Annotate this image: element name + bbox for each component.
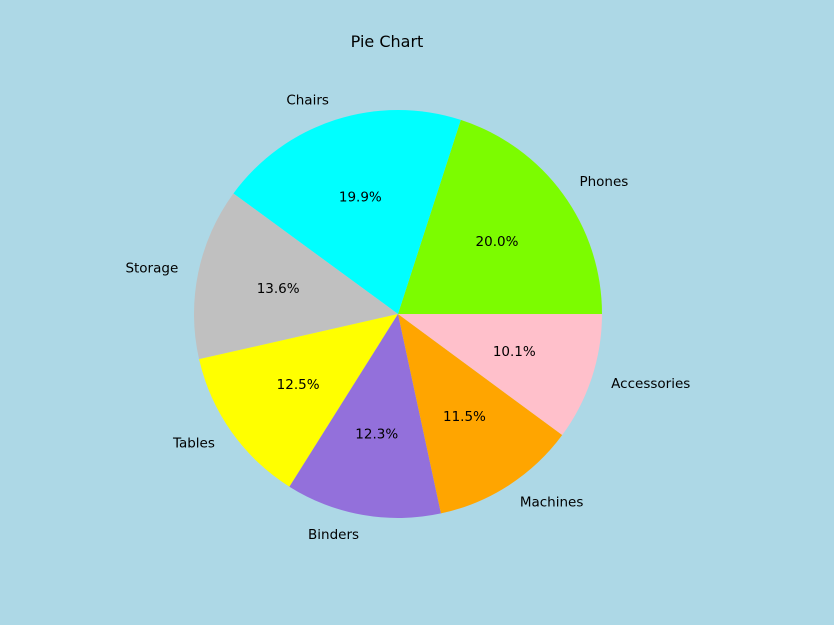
pie-labels: Phones 20.0% Chairs 19.9% Storage 13.6% Tables… — [125, 92, 690, 542]
pie-slice-machines — [398, 314, 563, 514]
slice-percent-storage: 13.6% — [257, 281, 300, 297]
slice-percent-binders: 12.3% — [355, 427, 398, 443]
slice-label-machines: Machines — [520, 494, 584, 510]
slice-percent-machines: 11.5% — [443, 409, 486, 425]
pie-slice-binders — [289, 314, 441, 518]
pie-slice-tables — [199, 314, 398, 487]
pie-slices — [193, 110, 602, 518]
pie-slice-storage — [193, 193, 398, 360]
slice-percent-accessories: 10.1% — [493, 344, 536, 360]
slice-label-binders: Binders — [308, 527, 359, 543]
slice-label-tables: Tables — [172, 436, 215, 452]
slice-percent-chairs: 19.9% — [339, 190, 382, 206]
slice-percent-tables: 12.5% — [277, 377, 320, 393]
slice-label-storage: Storage — [125, 260, 178, 276]
slice-percent-phones: 20.0% — [476, 234, 519, 250]
pie-slice-chairs — [233, 110, 461, 315]
slice-label-phones: Phones — [579, 174, 628, 190]
pie-slice-accessories — [398, 314, 602, 436]
pie-slice-phones — [398, 119, 602, 314]
slice-label-accessories: Accessories — [611, 376, 690, 392]
slice-label-chairs: Chairs — [286, 92, 329, 108]
chart-title: Pie Chart — [351, 32, 424, 51]
